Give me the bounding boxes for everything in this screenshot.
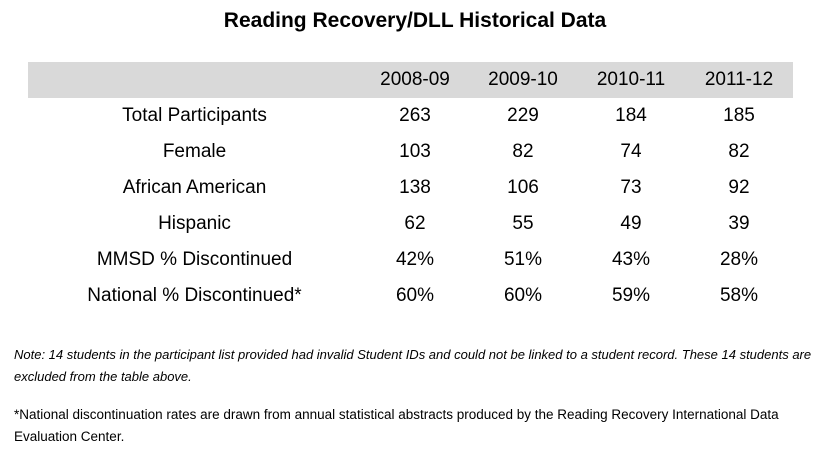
table-cell: 263 [399, 105, 431, 126]
table-cell: 185 [723, 105, 755, 126]
table-cell: 73 [620, 177, 642, 198]
table-cell: 138 [399, 177, 431, 198]
table-note: Note: 14 students in the participant lis… [14, 347, 812, 384]
table-header-row: 2008-09 2009-10 2010-11 2011-12 [28, 62, 793, 98]
header-cell-blank [28, 62, 361, 98]
footnote: *National discontinuation rates are draw… [14, 407, 779, 444]
header-cell-year: 2011-12 [704, 69, 774, 90]
table-cell: 62 [404, 213, 426, 234]
header-cell-year: 2009-10 [488, 69, 558, 90]
table-cell: 55 [512, 213, 534, 234]
table-cell: 51% [503, 249, 543, 270]
table-cell: 82 [512, 141, 534, 162]
table-cell: 103 [399, 141, 431, 162]
table-row: Female 103 82 74 82 [28, 134, 793, 170]
row-label: Female [162, 141, 227, 162]
table-cell: 92 [728, 177, 750, 198]
table-cell: 28% [719, 249, 759, 270]
historical-data-table: 2008-09 2009-10 2010-11 2011-12 Total Pa… [28, 62, 793, 314]
table-cell: 229 [507, 105, 539, 126]
table-cell: 82 [728, 141, 750, 162]
table-row: National % Discontinued* 60% 60% 59% 58% [28, 278, 793, 314]
table-row: African American 138 106 73 92 [28, 170, 793, 206]
row-label: African American [122, 177, 267, 198]
table-row: Hispanic 62 55 49 39 [28, 206, 793, 242]
row-label: Total Participants [122, 105, 267, 126]
table-row: Total Participants 263 229 184 185 [28, 98, 793, 134]
row-label: National % Discontinued* [87, 285, 302, 306]
page-title: Reading Recovery/DLL Historical Data [223, 9, 607, 32]
header-cell-year: 2010-11 [596, 69, 666, 90]
row-label: MMSD % Discontinued [96, 249, 293, 270]
table-cell: 49 [620, 213, 642, 234]
table-cell: 74 [620, 141, 642, 162]
table-cell: 58% [719, 285, 759, 306]
table-cell: 184 [615, 105, 647, 126]
table-cell: 60% [503, 285, 543, 306]
table-cell: 42% [395, 249, 435, 270]
row-label: Hispanic [158, 213, 231, 234]
table-row: MMSD % Discontinued 42% 51% 43% 28% [28, 242, 793, 278]
table-cell: 59% [611, 285, 651, 306]
data-table-container: 2008-09 2009-10 2010-11 2011-12 Total Pa… [28, 62, 793, 314]
table-cell: 106 [507, 177, 539, 198]
table-cell: 39 [728, 213, 750, 234]
header-cell-year: 2008-09 [380, 69, 450, 90]
table-cell: 60% [395, 285, 435, 306]
table-cell: 43% [611, 249, 651, 270]
